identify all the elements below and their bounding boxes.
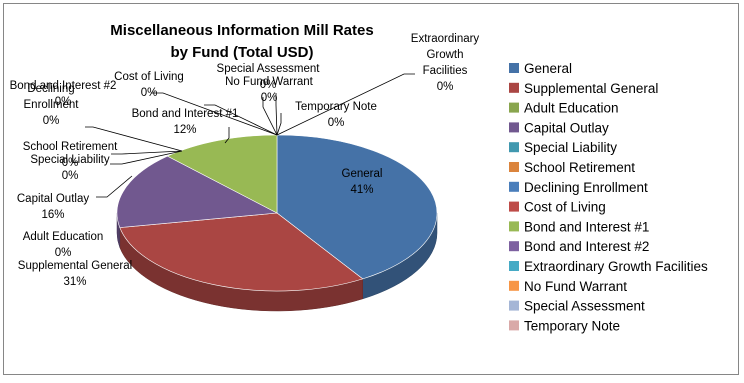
legend-label-bond-and-interest-1: Bond and Interest #1 [524,219,649,234]
legend-swatch-adult-education [509,102,519,113]
leader-line-3 [111,150,183,155]
leader-line-5 [151,92,278,136]
data-label-adult-education: Adult Education 0% [23,231,104,259]
slice-bond-and-interest-1 [166,134,278,214]
legend-label-extraordinary-growth-facilities: Extraordinary Growth Facilities [524,259,708,274]
leader-line-11 [276,73,415,136]
legend-label-special-assessment: Special Assessment [524,299,645,314]
legend-swatch-bond-and-interest-2 [509,241,519,252]
legend-label-capital-outlay: Capital Outlay [524,120,609,135]
chart-title-line-1: Miscellaneous Information Mill Rates [110,22,373,39]
leader-line-7 [224,127,230,144]
data-label-capital-outlay: Capital Outlay 16% [17,193,89,221]
legend-swatch-supplemental-general [509,82,519,93]
data-label-temporary-note: Temporary Note 0% [295,101,377,129]
pie-chart: General 41%Supplemental General 31%Adult E… [10,22,708,333]
data-label-no-fund-warrant: No Fund Warrant 0% [225,76,314,104]
legend-swatch-cost-of-living [509,201,519,212]
data-label-declining-enrollment: Declining Enrollment 0% [24,83,80,127]
legend-label-no-fund-warrant: No Fund Warrant [524,279,627,294]
legend-swatch-declining-enrollment [509,181,519,192]
legend-label-declining-enrollment: Declining Enrollment [524,180,648,195]
legend-swatch-special-liability [509,142,519,153]
legend-swatch-temporary-note [509,320,519,331]
data-label-cost-of-living: Cost of Living 0% [114,71,184,99]
legend-swatch-special-assessment [509,300,519,311]
legend-label-adult-education: Adult Education [524,101,619,116]
slice-capital-outlay [116,155,279,228]
chart-title: Miscellaneous Information Mill Rates by F… [110,22,373,61]
chart-title-line-2: by Fund (Total USD) [170,44,313,61]
leader-line-4 [85,126,183,152]
data-label-bond-and-interest-1: Bond and Interest #1 12% [132,108,239,136]
pie-slices [116,134,438,312]
data-label-extraordinary-growth-facilities: Extraordinary Growth Facilities 0% [411,33,480,93]
legend: General Supplemental General Adult Educati… [509,61,708,333]
legend-label-supplemental-general: Supplemental General [524,81,658,96]
leader-line-6 [204,104,278,136]
legend-swatch-no-fund-warrant [509,280,519,291]
leader-lines [85,73,415,198]
data-label-bond-and-interest-2: Bond and Interest #2 0% [10,80,117,108]
data-label-special-liability: Special Liability 0% [30,154,110,182]
legend-label-cost-of-living: Cost of Living [524,200,606,215]
legend-label-school-retirement: School Retirement [524,160,635,175]
legend-label-bond-and-interest-2: Bond and Interest #2 [524,239,649,254]
data-label-school-retirement: School Retirement 0% [23,141,118,169]
legend-swatch-bond-and-interest-1 [509,221,519,232]
legend-label-temporary-note: Temporary Note [524,318,620,333]
data-label-special-assessment: Special Assessment 0% [217,63,321,91]
leader-line-10 [276,113,282,136]
slice-supplemental-general [119,212,364,292]
data-label-supplemental-general: Supplemental General 31% [18,260,132,288]
legend-swatch-general [509,63,519,73]
data-label-general: General 41% [342,168,383,196]
slice-general [276,134,438,280]
leader-line-2 [110,150,183,165]
chart-frame: General 41% Supplemental General 31% Adult E… [3,3,739,375]
legend-label-general: General [524,61,572,76]
leader-line-8 [262,97,278,136]
leader-line-1 [96,175,133,198]
legend-swatch-extraordinary-growth-facilities [509,261,519,271]
leader-line-9 [275,93,278,136]
legend-swatch-school-retirement [509,162,519,172]
data-labels: General 41% Supplemental General 31%Adult E… [10,33,480,288]
legend-label-special-liability: Special Liability [524,140,617,155]
legend-swatch-capital-outlay [509,122,519,133]
